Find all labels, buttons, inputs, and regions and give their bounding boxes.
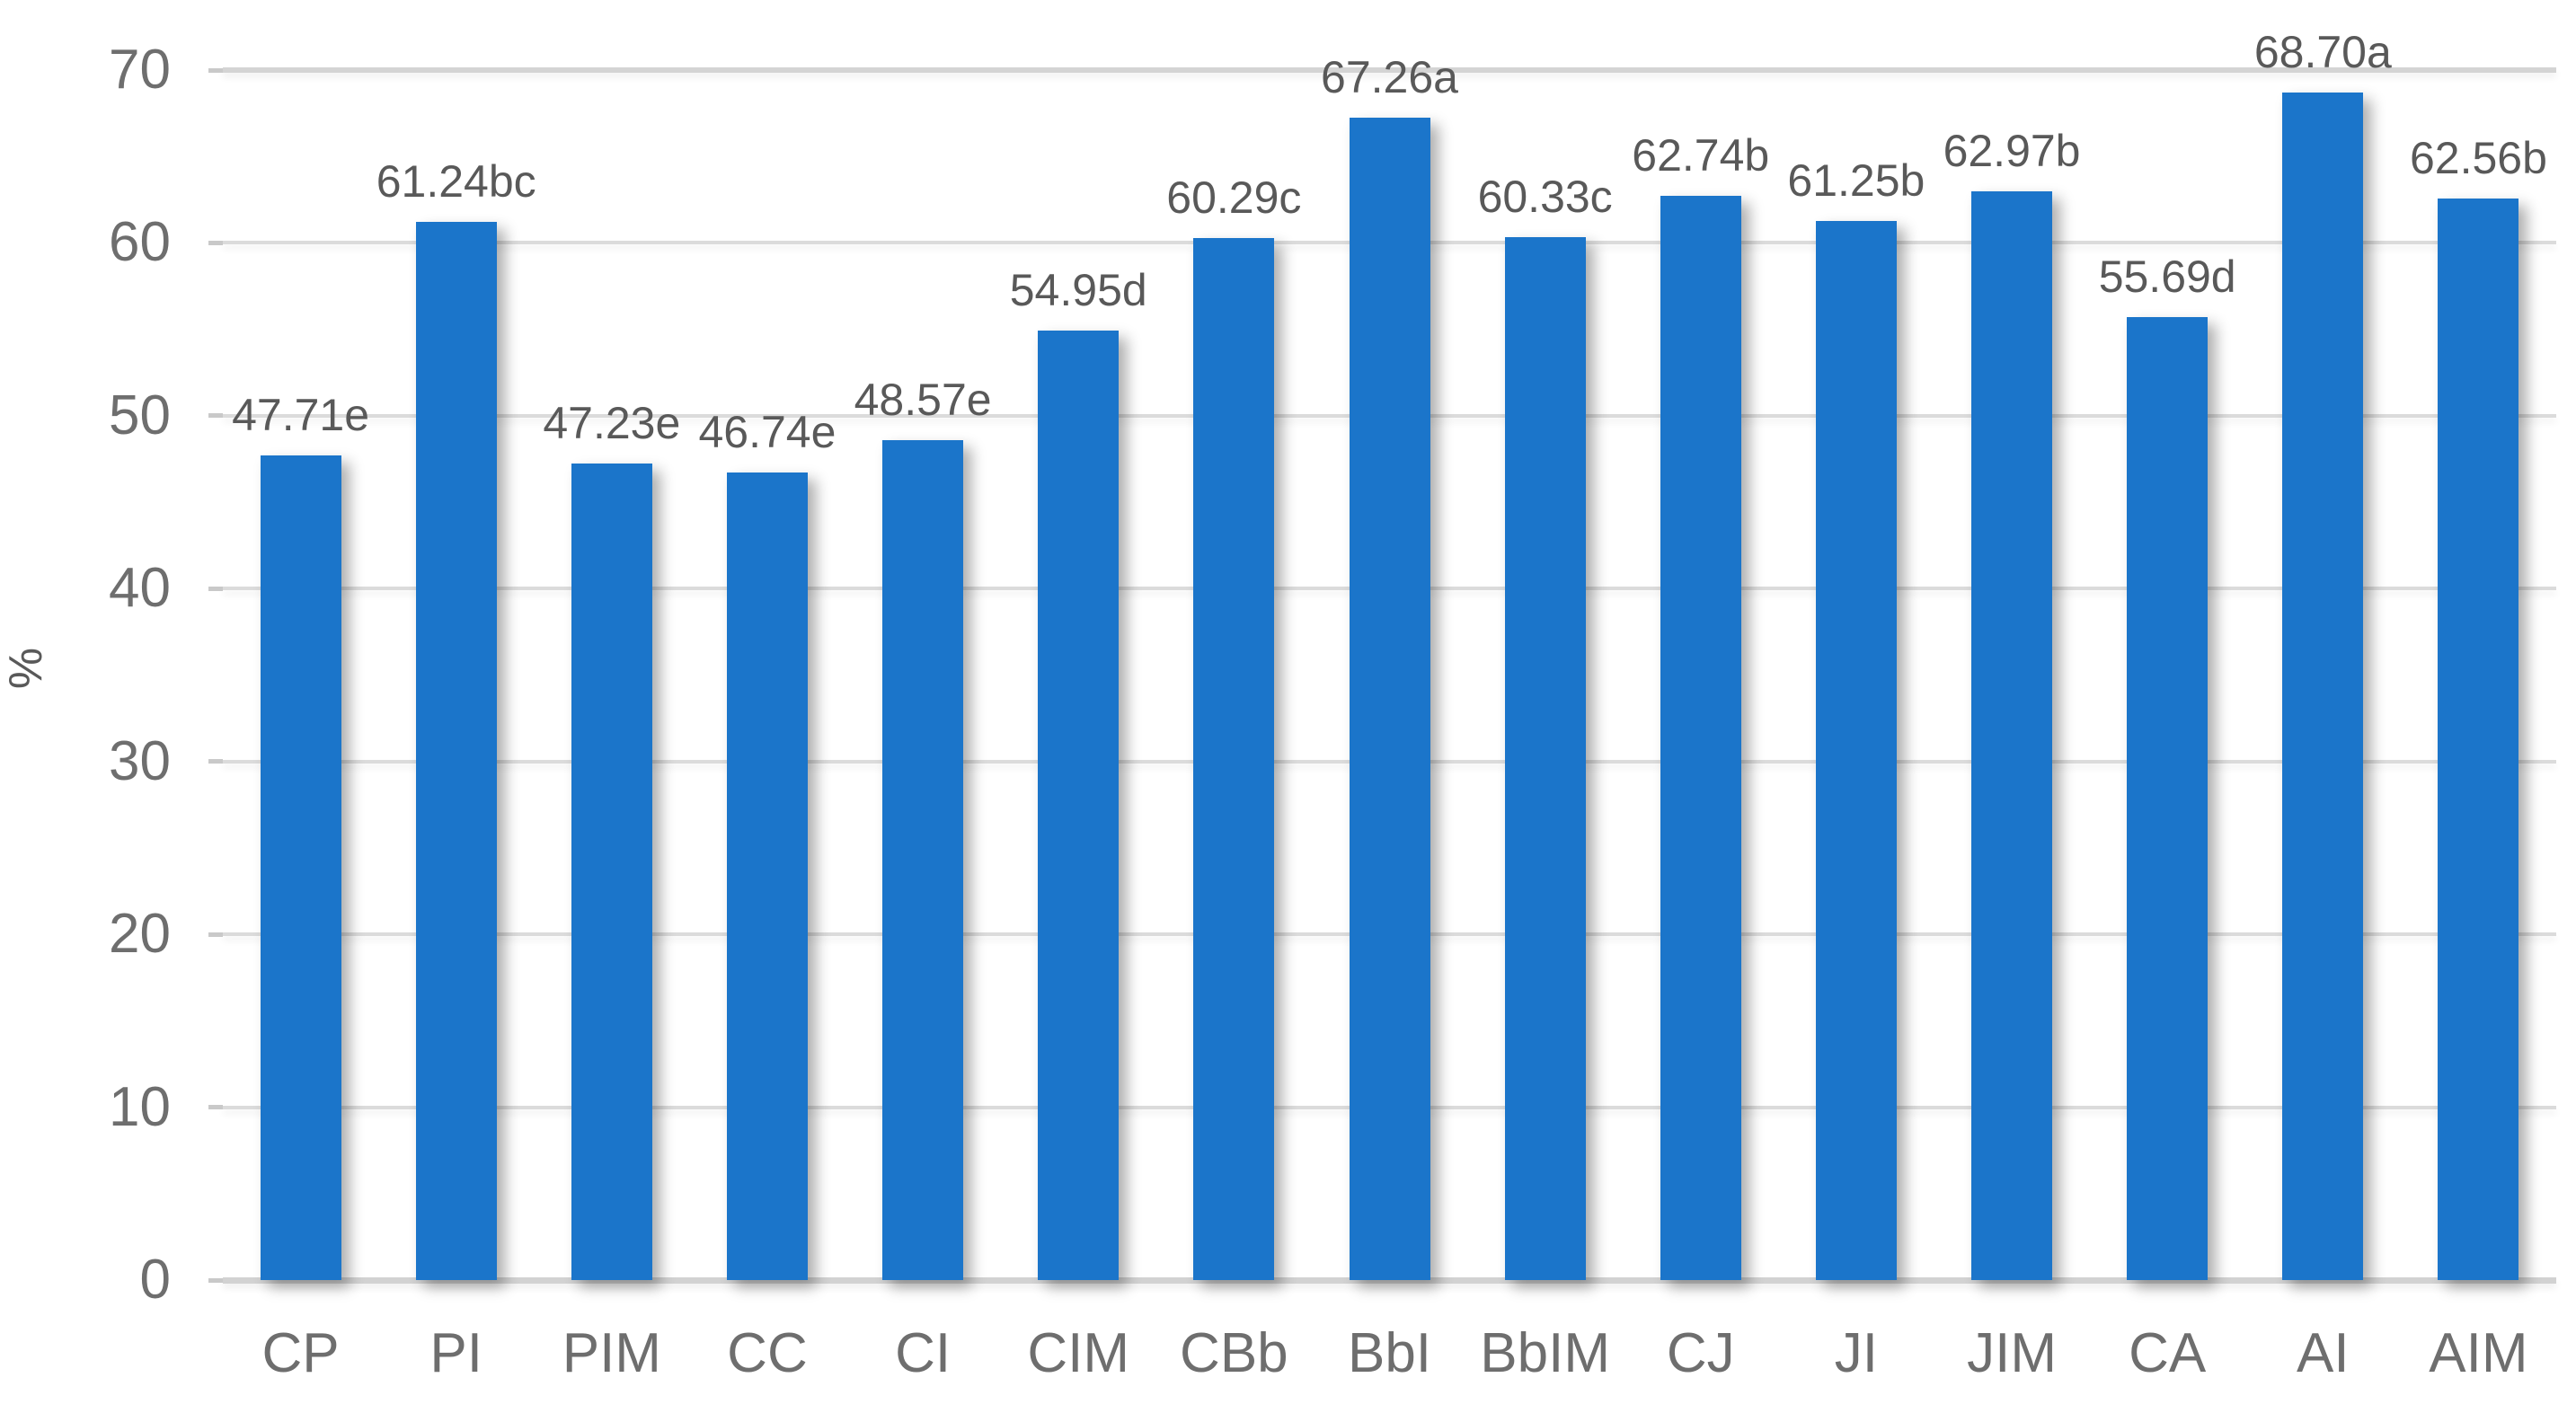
x-category-label-PI: PI xyxy=(429,1322,482,1384)
x-category-label-AIM: AIM xyxy=(2429,1322,2528,1384)
data-label-AIM: 62.56b xyxy=(2409,133,2547,184)
x-category-label-AI: AI xyxy=(2297,1322,2350,1384)
y-axis-tick-mark-40 xyxy=(208,586,223,591)
bar-AI xyxy=(2282,93,2364,1280)
y-tick-label-0: 0 xyxy=(139,1249,171,1311)
gridline-70 xyxy=(223,67,2556,73)
data-label-CBb: 60.29c xyxy=(1166,172,1302,223)
data-label-JI: 61.25b xyxy=(1787,155,1925,207)
y-tick-label-60: 60 xyxy=(109,211,171,274)
x-category-label-CA: CA xyxy=(2129,1322,2207,1384)
bar-CBb xyxy=(1193,237,1275,1280)
bar-CC xyxy=(726,472,808,1280)
y-axis-tick-mark-10 xyxy=(208,1105,223,1110)
bar-AIM xyxy=(2438,199,2519,1280)
data-label-JIM: 62.97b xyxy=(1943,126,2081,177)
data-label-BbIM: 60.33c xyxy=(1477,172,1613,223)
data-label-PI: 61.24bc xyxy=(376,155,536,207)
x-category-label-JI: JI xyxy=(1834,1322,1879,1384)
x-category-label-CC: CC xyxy=(727,1322,808,1384)
y-axis-tick-mark-30 xyxy=(208,759,223,764)
bar-CJ xyxy=(1660,195,1741,1280)
x-category-label-BbIM: BbIM xyxy=(1480,1322,1610,1384)
plot-area: 47.71e 61.24bc 47.23e 46.74e 48.57e 54.95d 60.… xyxy=(208,27,2556,1284)
y-axis-tick-mark-50 xyxy=(208,413,223,419)
bar-CI xyxy=(882,440,964,1280)
bar-CP xyxy=(260,455,341,1280)
y-tick-label-10: 10 xyxy=(109,1075,171,1138)
bar-CIM xyxy=(1038,330,1120,1280)
x-category-label-CP: CP xyxy=(261,1322,340,1384)
x-category-label-CIM: CIM xyxy=(1027,1322,1130,1384)
x-category-label-CJ: CJ xyxy=(1666,1322,1735,1384)
x-category-label-CBb: CBb xyxy=(1180,1322,1288,1384)
y-tick-label-70: 70 xyxy=(109,39,171,101)
bar-JIM xyxy=(1971,191,2053,1280)
data-label-AI: 68.70a xyxy=(2253,27,2392,78)
data-label-CP: 47.71e xyxy=(232,389,370,440)
y-axis-tick-mark-0 xyxy=(208,1277,223,1283)
y-axis-tick-mark-20 xyxy=(208,932,223,937)
gridline-0 xyxy=(223,1276,2556,1284)
data-label-CJ: 62.74b xyxy=(1632,129,1770,181)
data-label-PIM: 47.23e xyxy=(543,398,681,449)
y-axis-tick-mark-60 xyxy=(208,240,223,245)
data-label-CIM: 54.95d xyxy=(1009,264,1147,315)
y-tick-label-50: 50 xyxy=(109,384,171,446)
y-axis-tick-mark-70 xyxy=(208,67,223,73)
data-label-BbI: 67.26a xyxy=(1321,51,1458,102)
data-label-CI: 48.57e xyxy=(854,375,992,426)
bar-PI xyxy=(415,221,497,1280)
y-tick-label-40: 40 xyxy=(109,557,171,620)
x-category-label-CI: CI xyxy=(895,1322,952,1384)
y-axis-title: % xyxy=(0,647,53,690)
data-label-CC: 46.74e xyxy=(698,406,837,457)
bar-PIM xyxy=(571,464,652,1280)
bar-JI xyxy=(1815,221,1897,1280)
x-category-label-BbI: BbI xyxy=(1347,1322,1432,1384)
data-label-CA: 55.69d xyxy=(2098,252,2236,303)
x-category-label-PIM: PIM xyxy=(562,1322,661,1384)
y-tick-label-20: 20 xyxy=(109,903,171,966)
bar-BbI xyxy=(1349,117,1430,1280)
x-category-label-JIM: JIM xyxy=(1967,1322,2057,1384)
bar-CA xyxy=(2127,317,2209,1280)
bar-BbIM xyxy=(1504,237,1586,1280)
y-tick-label-30: 30 xyxy=(109,729,171,792)
